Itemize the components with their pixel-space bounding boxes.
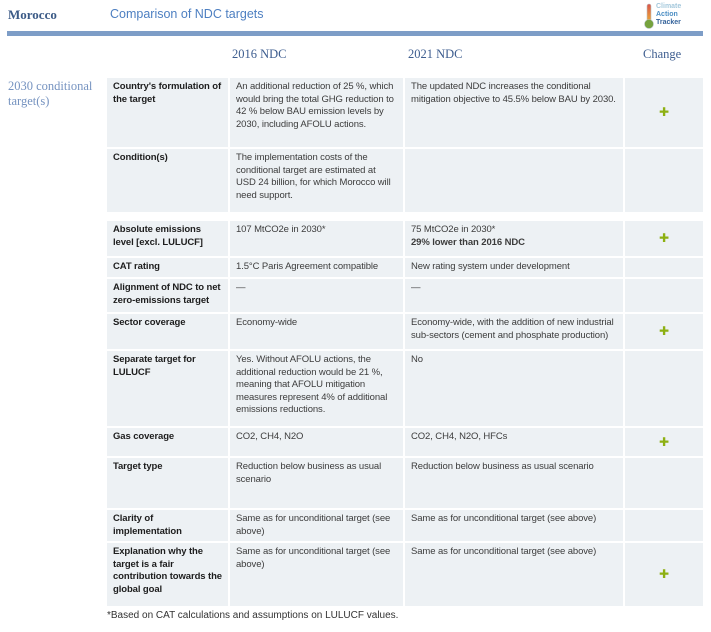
logo-line-action: Action: [656, 11, 678, 18]
table-row: Alignment of NDC to net zero-emissions t…: [107, 279, 703, 312]
cell-2021-ndc: No: [405, 351, 623, 426]
row-label: Condition(s): [107, 149, 228, 212]
cell-2016-ndc: The implementation costs of the conditio…: [230, 149, 403, 212]
row-label: Separate target for LULUCF: [107, 351, 228, 426]
cell-2016-ndc: Same as for unconditional target (see ab…: [230, 510, 403, 541]
table-row: Gas coverage CO2, CH4, N2O CO2, CH4, N2O, …: [107, 428, 703, 456]
cell-2021-ndc: Same as for unconditional target (see ab…: [405, 510, 623, 541]
cell-2016-ndc: CO2, CH4, N2O: [230, 428, 403, 456]
table-row: Sector coverage Economy-wide Economy-wide,…: [107, 314, 703, 349]
cell-2016-ndc: 1.5°C Paris Agreement compatible: [230, 258, 403, 277]
row-label: CAT rating: [107, 258, 228, 277]
logo-line-tracker: Tracker: [656, 19, 681, 26]
page-title: Comparison of NDC targets: [110, 7, 264, 21]
table-row: Clarity of implementation Same as for unc…: [107, 510, 703, 541]
cell-change: [625, 258, 703, 277]
plus-icon: ✚: [659, 324, 669, 339]
row-label: Country's formulation of the target: [107, 78, 228, 147]
country-title: Morocco: [8, 7, 57, 22]
cell-2021-ndc: Same as for unconditional target (see ab…: [405, 543, 623, 606]
row-label: Gas coverage: [107, 428, 228, 456]
logo-line-climate: Climate: [656, 3, 682, 10]
cell-2021-bold-note: 29% lower than 2016 NDC: [411, 236, 525, 248]
table-row: CAT rating 1.5°C Paris Agreement compatib…: [107, 258, 703, 277]
table-row: Country's formulation of the target An ad…: [107, 78, 703, 147]
cell-2021-ndc: [405, 149, 623, 212]
column-header-change: Change: [643, 47, 682, 61]
cell-2021-ndc: —: [405, 279, 623, 312]
cell-2021-ndc: CO2, CH4, N2O, HFCs: [405, 428, 623, 456]
cell-2016-ndc: An additional reduction of 25 %, which w…: [230, 78, 403, 147]
cell-2016-ndc: Yes. Without AFOLU actions, the addition…: [230, 351, 403, 426]
row-label: Sector coverage: [107, 314, 228, 349]
cell-2021-ndc: Reduction below business as usual scenar…: [405, 458, 623, 508]
cell-2016-ndc: 107 MtCO2e in 2030*: [230, 221, 403, 256]
cell-change: ✚: [625, 428, 703, 456]
table-row: Target type Reduction below business as u…: [107, 458, 703, 508]
cell-change: ✚: [625, 314, 703, 349]
plus-icon: ✚: [659, 231, 669, 246]
row-label: Explanation why the target is a fair con…: [107, 543, 228, 606]
table-row: Condition(s) The implementation costs of …: [107, 149, 703, 212]
cell-2016-ndc: Reduction below business as usual scenar…: [230, 458, 403, 508]
cell-change: [625, 458, 703, 508]
cell-2021-ndc: 75 MtCO2e in 2030* 29% lower than 2016 ND…: [405, 221, 623, 256]
cell-change: [625, 149, 703, 212]
cell-change: ✚: [625, 221, 703, 256]
plus-icon: ✚: [659, 105, 669, 120]
column-header-2016-ndc: 2016 NDC: [232, 47, 287, 61]
cell-2016-ndc: Economy-wide: [230, 314, 403, 349]
cell-2016-ndc: —: [230, 279, 403, 312]
cell-change: [625, 351, 703, 426]
comparison-table: Country's formulation of the target An ad…: [107, 78, 703, 608]
row-label: Target type: [107, 458, 228, 508]
row-label: Alignment of NDC to net zero-emissions t…: [107, 279, 228, 312]
cell-change: ✚: [625, 543, 703, 606]
group-label-2030-conditional-targets: 2030 conditional target(s): [8, 79, 93, 108]
row-label: Clarity of implementation: [107, 510, 228, 541]
thermometer-icon: [644, 3, 654, 34]
plus-icon: ✚: [659, 434, 669, 449]
table-row: Separate target for LULUCF Yes. Without A…: [107, 351, 703, 426]
table-row: Absolute emissions level [excl. LULUCF] 1…: [107, 221, 703, 256]
table-row: Explanation why the target is a fair con…: [107, 543, 703, 606]
cat-logo: Climate Action Tracker: [644, 3, 681, 34]
divider-bar: [7, 31, 703, 36]
column-header-2021-ndc: 2021 NDC: [408, 47, 463, 61]
cell-2021-ndc: New rating system under development: [405, 258, 623, 277]
plus-icon: ✚: [659, 567, 669, 582]
cell-change: [625, 510, 703, 541]
row-label: Absolute emissions level [excl. LULUCF]: [107, 221, 228, 256]
cell-2016-ndc: Same as for unconditional target (see ab…: [230, 543, 403, 606]
cat-logo-text: Climate Action Tracker: [656, 3, 681, 27]
cell-change: ✚: [625, 78, 703, 147]
footnote: *Based on CAT calculations and assumptio…: [107, 610, 399, 621]
cell-2021-ndc: Economy-wide, with the addition of new i…: [405, 314, 623, 349]
cell-2021-ndc: The updated NDC increases the conditiona…: [405, 78, 623, 147]
cell-change: [625, 279, 703, 312]
